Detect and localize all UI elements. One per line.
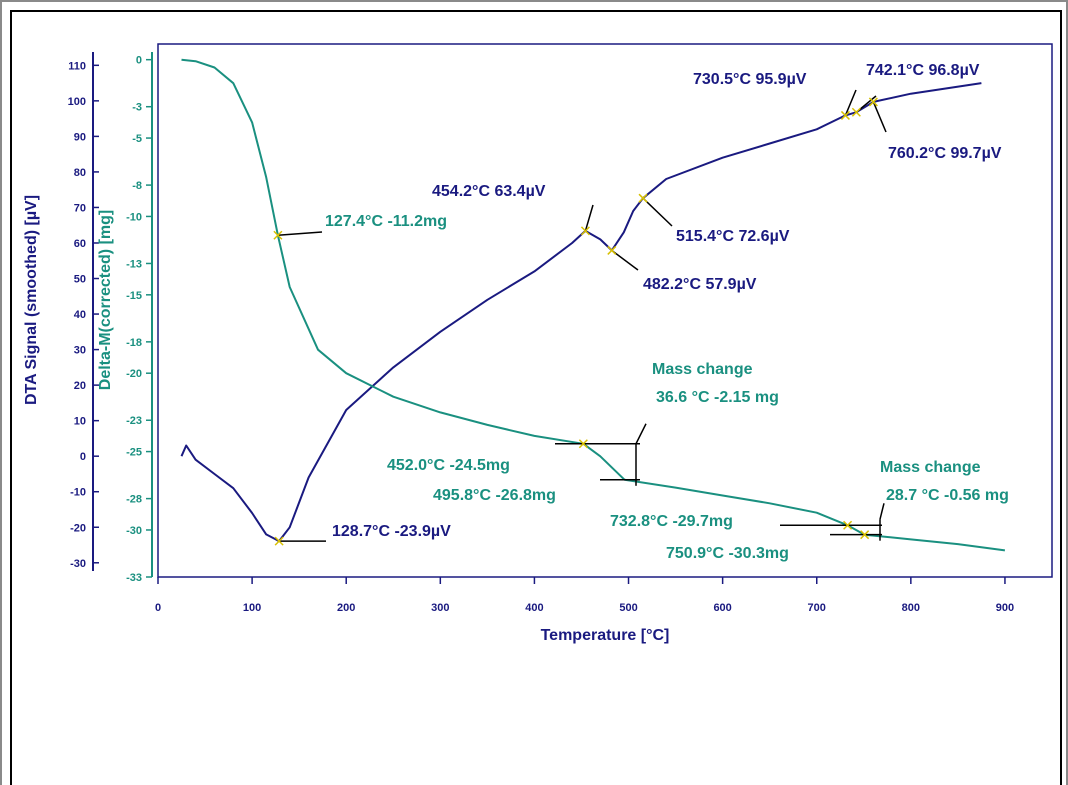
annotation-dta-515: 515.4°C 72.6µV [676,228,790,245]
point-marker [851,107,861,117]
annotation-mass-change-1-value: 36.6 °C -2.15 mg [656,389,779,406]
y-tick-label-dta: 110 [68,60,86,72]
y-tick-label-mass: -23 [126,415,142,427]
annotation-mass-750: 750.9°C -30.3mg [666,545,789,562]
y-tick-label-mass: -33 [126,572,142,584]
y-tick-label-mass: -13 [126,258,142,270]
annotation-mass-452: 452.0°C -24.5mg [387,457,510,474]
point-marker [274,536,284,546]
point-marker [840,110,850,120]
plot-area-frame [157,43,1053,578]
point-marker [607,245,617,255]
annotation-mass-127: 127.4°C -11.2mg [325,213,447,230]
point-marker [273,230,283,240]
point-marker [843,520,853,530]
annotation-leader [879,503,885,520]
point-marker [580,226,590,236]
annotation-mass-732: 732.8°C -29.7mg [610,513,733,530]
annotation-leader [872,101,887,133]
y-tick-label-mass: -3 [132,102,142,114]
annotation-dta-128: 128.7°C -23.9µV [332,523,451,540]
x-tick-label: 100 [243,602,261,614]
dta-signal-line [180,82,982,543]
series-layer [180,58,1006,552]
x-tick-label: 500 [619,602,637,614]
y-tick-label-dta: -20 [70,522,86,534]
annotation-mass-change-2-value: 28.7 °C -0.56 mg [886,487,1009,504]
y-tick-label-dta: 100 [68,96,86,108]
y-tick-label-mass: 0 [136,55,142,67]
annotation-dta-482: 482.2°C 57.9µV [643,276,757,293]
annotation-leader [584,204,594,232]
y-axis-title-dta: DTA Signal (smoothed) [µV] [23,195,40,405]
annotation-leader-layer [273,89,887,546]
image-border [10,10,1062,785]
x-tick-label: 700 [808,602,826,614]
y-tick-label-mass: -5 [132,133,142,145]
y-tick-label-mass: -18 [126,337,142,349]
x-tick-label: 800 [902,602,920,614]
mass-change-line [181,58,1006,552]
point-marker [860,530,870,540]
annotation-dta-742: 742.1°C 96.8µV [866,62,980,79]
x-axis: 0 100 200 300 400 500 600 700 800 900 [155,577,1014,614]
y-tick-label-mass: -8 [132,180,142,192]
x-tick-label: 600 [713,602,731,614]
annotation-mass-change-1-title: Mass change [652,361,753,378]
y-axis-mass: 0 -3 -5 -8 -10 -13 -15 -18 -20 -23 -25 -28 -30 -33 [126,52,153,584]
y-tick-label-dta: 90 [74,131,86,143]
y-tick-label-dta: 40 [74,309,86,321]
annotation-leader [642,197,673,227]
annotation-dta-454: 454.2°C 63.4µV [432,183,546,200]
x-tick-label: 400 [525,602,543,614]
y-tick-label-mass: -30 [126,525,142,537]
y-tick-label-dta: 0 [80,451,86,463]
point-marker [578,439,588,449]
x-axis-title: Temperature [°C] [541,627,670,644]
y-tick-label-dta: 10 [74,416,86,428]
point-marker [638,193,648,203]
y-tick-label-dta: 70 [74,202,86,214]
y-tick-label-dta: -30 [70,558,86,570]
y-tick-label-dta: 80 [74,167,86,179]
annotation-leader [635,423,647,445]
y-tick-label-mass: -28 [126,494,142,506]
y-tick-label-dta: 60 [74,238,86,250]
y-tick-label-dta: 30 [74,345,86,357]
annotation-leader [844,89,857,116]
y-tick-label-dta: 50 [74,274,86,286]
x-tick-label: 300 [431,602,449,614]
annotation-dta-760: 760.2°C 99.7µV [888,145,1002,162]
y-tick-label-dta: 20 [74,380,86,392]
annotation-dta-730: 730.5°C 95.9µV [693,71,807,88]
y-axis-title-mass: Delta-M(corrected) [mg] [97,210,114,390]
x-tick-label: 0 [155,602,161,614]
y-tick-label-mass: -15 [126,290,142,302]
y-tick-label-mass: -10 [126,211,142,223]
x-tick-label: 900 [996,602,1014,614]
annotation-leader [611,249,639,271]
x-tick-label: 200 [337,602,355,614]
annotation-leader [277,231,323,237]
y-tick-label-dta: -10 [70,487,86,499]
y-tick-label-mass: -25 [126,447,142,459]
y-tick-label-mass: -20 [126,368,142,380]
point-marker [868,97,878,107]
annotation-mass-change-2-title: Mass change [880,459,981,476]
annotation-mass-495: 495.8°C -26.8mg [433,487,556,504]
